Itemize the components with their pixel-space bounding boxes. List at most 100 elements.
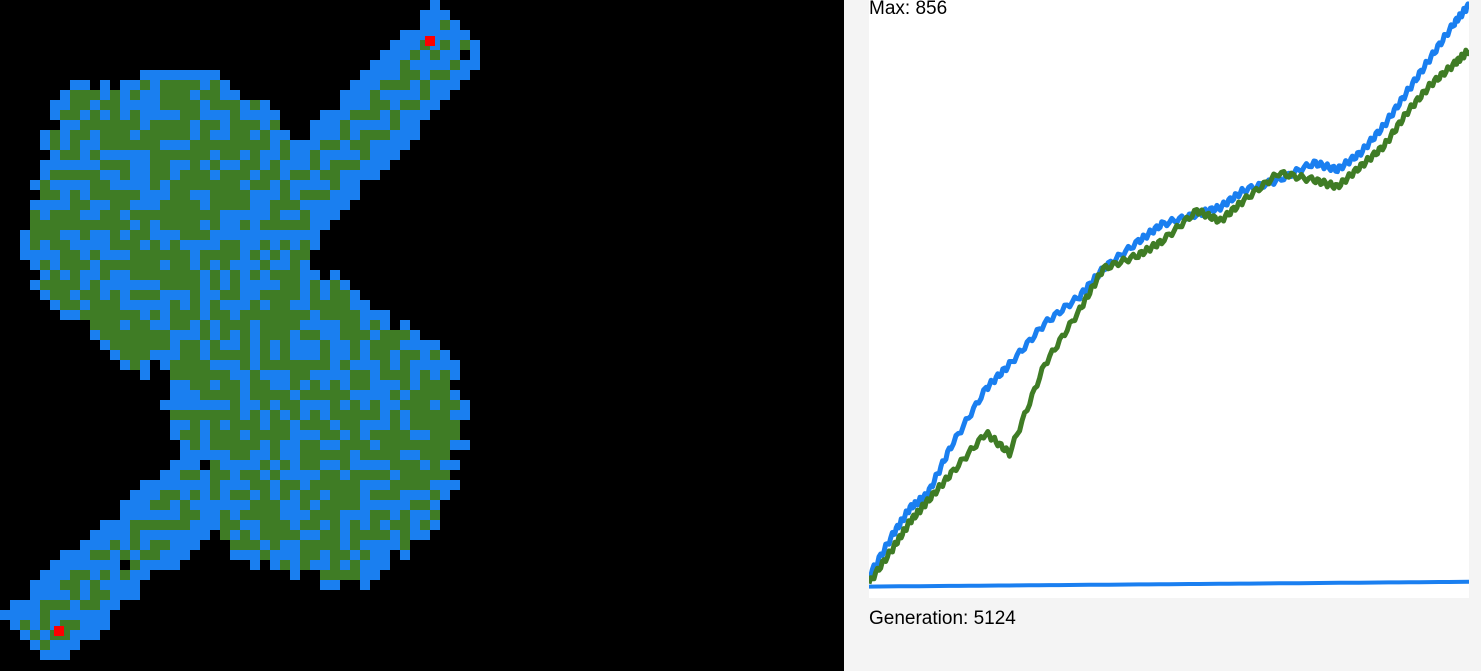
grid-cell [400, 110, 410, 120]
grid-cell [250, 340, 260, 350]
grid-cell [350, 110, 360, 120]
grid-cell [290, 530, 300, 540]
grid-cell [150, 520, 160, 530]
grid-cell [140, 140, 150, 150]
grid-cell [210, 420, 220, 430]
grid-cell [380, 80, 390, 90]
grid-cell [240, 400, 250, 410]
grid-cell [100, 230, 110, 240]
grid-cell [400, 360, 410, 370]
grid-cell [220, 510, 230, 520]
grid-cell [160, 320, 170, 330]
grid-cell [230, 450, 240, 460]
grid-cell [280, 370, 290, 380]
grid-cell [250, 440, 260, 450]
grid-cell [160, 160, 170, 170]
grid-cell [370, 510, 380, 520]
grid-cell [240, 520, 250, 530]
grid-cell [340, 300, 350, 310]
grid-cell [170, 70, 180, 80]
grid-cell [80, 130, 90, 140]
grid-cell [420, 460, 430, 470]
grid-cell [310, 210, 320, 220]
grid-cell [430, 500, 440, 510]
grid-cell [320, 400, 330, 410]
grid-cell [380, 540, 390, 550]
cell-grid[interactable] [0, 0, 844, 671]
grid-cell [120, 550, 130, 560]
grid-cell [360, 350, 370, 360]
grid-cell [360, 540, 370, 550]
grid-cell [210, 300, 220, 310]
grid-cell [230, 380, 240, 390]
grid-cell [190, 240, 200, 250]
grid-cell [20, 600, 30, 610]
grid-cell [160, 110, 170, 120]
grid-cell [430, 340, 440, 350]
grid-cell [420, 80, 430, 90]
grid-cell [40, 280, 50, 290]
grid-cell [240, 440, 250, 450]
grid-cell [340, 110, 350, 120]
grid-cell [60, 190, 70, 200]
grid-cell [70, 160, 80, 170]
grid-cell [410, 370, 420, 380]
grid-cell [320, 460, 330, 470]
grid-cell [320, 510, 330, 520]
grid-cell [290, 460, 300, 470]
grid-cell [220, 390, 230, 400]
grid-cell [440, 470, 450, 480]
grid-cell [430, 100, 440, 110]
grid-cell [260, 360, 270, 370]
grid-cell [370, 530, 380, 540]
grid-cell [250, 180, 260, 190]
grid-cell [50, 220, 60, 230]
grid-cell [370, 430, 380, 440]
grid-cell [430, 0, 440, 10]
grid-cell [320, 110, 330, 120]
grid-cell [220, 270, 230, 280]
grid-cell [250, 290, 260, 300]
grid-cell [240, 360, 250, 370]
grid-cell [170, 230, 180, 240]
grid-cell [310, 320, 320, 330]
grid-cell [220, 480, 230, 490]
grid-cell [420, 480, 430, 490]
grid-cell [200, 120, 210, 130]
grid-cell [110, 240, 120, 250]
population-chart-svg [869, 1, 1469, 589]
grid-cell [360, 450, 370, 460]
grid-cell [260, 210, 270, 220]
grid-cell [150, 80, 160, 90]
grid-cell [340, 310, 350, 320]
grid-cell [280, 160, 290, 170]
grid-cell [400, 100, 410, 110]
grid-cell [300, 270, 310, 280]
grid-cell [110, 100, 120, 110]
grid-cell [360, 530, 370, 540]
grid-cell [340, 120, 350, 130]
grid-cell [270, 140, 280, 150]
grid-cell [370, 350, 380, 360]
grid-cell [350, 450, 360, 460]
grid-cell [320, 290, 330, 300]
grid-cell [80, 310, 90, 320]
grid-cell [190, 210, 200, 220]
grid-cell [170, 420, 180, 430]
grid-cell [470, 40, 480, 50]
grid-cell [190, 530, 200, 540]
grid-cell [70, 300, 80, 310]
grid-cell [260, 100, 270, 110]
grid-cell [280, 550, 290, 560]
grid-cell [230, 180, 240, 190]
grid-cell [420, 60, 430, 70]
grid-cell [60, 580, 70, 590]
grid-cell [170, 290, 180, 300]
grid-cell [350, 120, 360, 130]
grid-cell [280, 540, 290, 550]
grid-cell [380, 330, 390, 340]
grid-cell [200, 490, 210, 500]
grid-cell [220, 410, 230, 420]
grid-cell [400, 400, 410, 410]
grid-cell [180, 440, 190, 450]
